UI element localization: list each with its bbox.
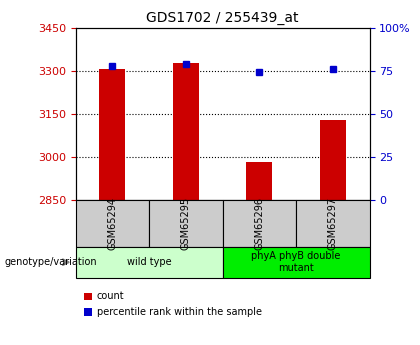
Text: phyA phyB double
mutant: phyA phyB double mutant [252,252,341,273]
Bar [173,63,199,200]
Bar [320,120,346,200]
Text: GSM65295: GSM65295 [181,197,191,250]
Text: percentile rank within the sample: percentile rank within the sample [97,307,262,317]
Text: GSM65296: GSM65296 [255,197,264,250]
Text: GSM65297: GSM65297 [328,197,338,250]
Bar [247,161,272,200]
Bar [100,69,125,200]
Title: GDS1702 / 255439_at: GDS1702 / 255439_at [146,11,299,25]
Text: wild type: wild type [127,257,171,267]
Text: genotype/variation: genotype/variation [4,257,97,267]
Text: GSM65294: GSM65294 [108,197,117,250]
Text: count: count [97,292,124,301]
